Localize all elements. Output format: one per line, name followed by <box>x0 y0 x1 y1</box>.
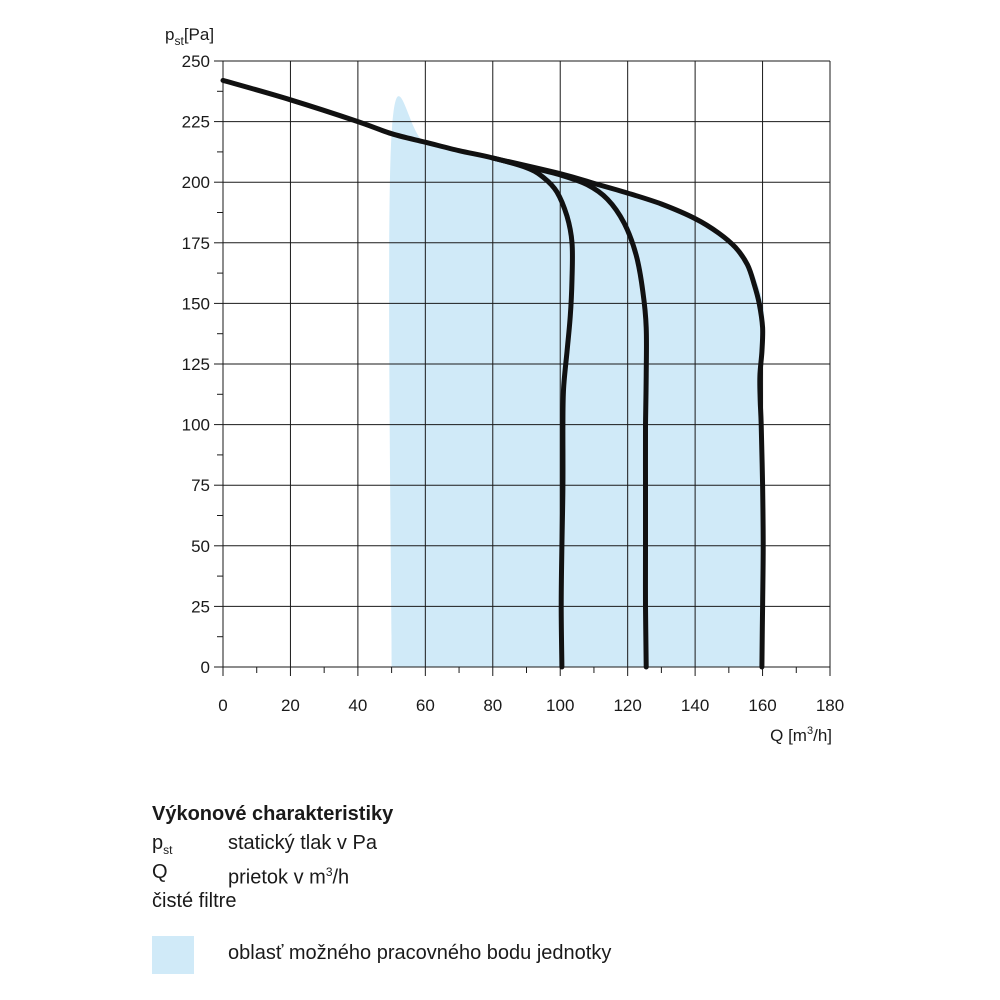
curve-layer <box>220 77 766 670</box>
legend: Výkonové charakteristiky pst statický tl… <box>152 800 393 916</box>
legend-symbol-pst: pst <box>152 832 173 857</box>
operating-area-layer <box>389 96 765 668</box>
x-tick-label: 40 <box>348 696 367 715</box>
x-tick-label: 160 <box>748 696 776 715</box>
legend-text-filters: čisté filtre <box>152 890 237 912</box>
x-tick-label: 80 <box>483 696 502 715</box>
legend-title: Výkonové charakteristiky <box>152 803 394 825</box>
y-tick-label: 125 <box>182 355 210 374</box>
x-tick-label: 100 <box>546 696 574 715</box>
area-swatch <box>152 936 194 974</box>
legend-text-flow: prietok v m3/h <box>228 865 350 889</box>
fan-curve-1 <box>220 77 575 670</box>
y-tick-label: 50 <box>191 537 210 556</box>
y-tick-label: 225 <box>182 113 210 132</box>
x-tick-label: 140 <box>681 696 709 715</box>
legend-row-pressure: pst statický tlak v Pa <box>152 829 393 858</box>
y-tick-label: 250 <box>182 52 210 71</box>
y-tick-label: 200 <box>182 173 210 192</box>
tick-label-layer: 0 20 40 60 80 100 120 140 160 180 0 25 50 75 100 125 150… <box>182 52 845 715</box>
x-tick-label: 120 <box>613 696 641 715</box>
fan-curve-3 <box>490 155 766 670</box>
area-legend-label: oblasť možného pracovného bodu jednotky <box>228 942 612 964</box>
x-tick-label: 60 <box>416 696 435 715</box>
x-axis-label: Q [m3/h] <box>770 725 832 745</box>
y-tick-label: 75 <box>191 476 210 495</box>
legend-text-pressure: statický tlak v Pa <box>228 832 377 854</box>
y-tick-label: 100 <box>182 416 210 435</box>
performance-chart: 0 20 40 60 80 100 120 140 160 180 0 25 50 75 100 125 150… <box>165 25 845 745</box>
legend-row-flow: Q prietok v m3/h <box>152 858 393 889</box>
legend-row-filters: čisté filtre <box>152 887 393 916</box>
y-tick-label: 0 <box>201 658 210 677</box>
y-tick-label: 25 <box>191 597 210 616</box>
x-tick-label: 20 <box>281 696 300 715</box>
y-axis-label: pst[Pa] <box>165 25 214 48</box>
area-legend: oblasť možného pracovného bodu jednotky <box>152 936 832 976</box>
operating-area <box>389 96 765 668</box>
x-tick-label: 180 <box>816 696 844 715</box>
x-tick-label: 0 <box>218 696 227 715</box>
legend-symbol-q: Q <box>152 861 168 883</box>
y-tick-label: 175 <box>182 234 210 253</box>
y-tick-label: 150 <box>182 294 210 313</box>
